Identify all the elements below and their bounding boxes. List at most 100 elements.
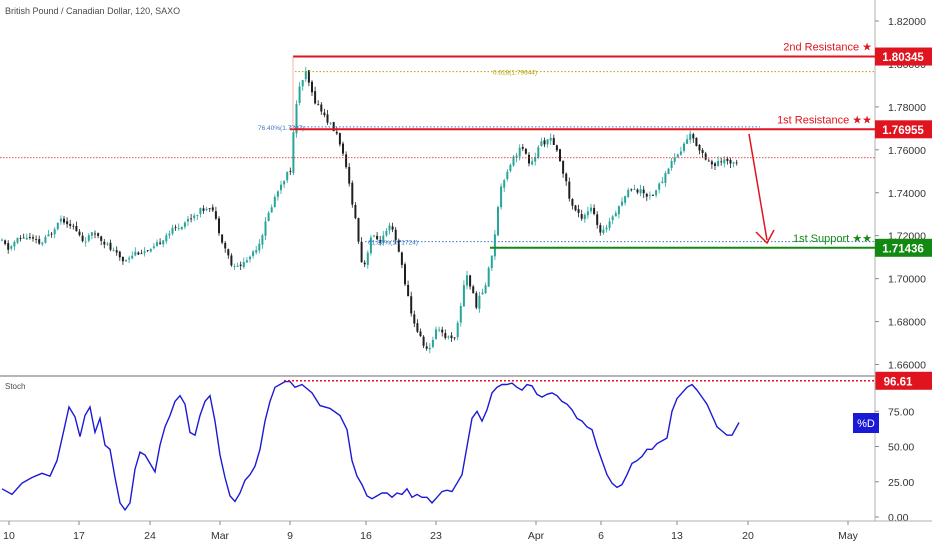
price-candle xyxy=(338,132,341,147)
price-candle xyxy=(233,263,236,270)
candle-body xyxy=(75,226,78,232)
price-candle xyxy=(658,182,661,194)
stochastic-tick-label: 50.00 xyxy=(888,442,914,454)
candle-body xyxy=(565,173,568,182)
stochastic-axis[interactable]: 75.00 50.00 25.00 0.00 xyxy=(875,406,914,524)
candle-body xyxy=(568,181,571,199)
candle-body xyxy=(645,193,648,197)
candle-body xyxy=(382,235,385,243)
time-tick-label: 23 xyxy=(430,530,442,542)
candle-body xyxy=(301,80,304,87)
support-level-label: 1st Support ★★ xyxy=(793,233,872,245)
candle-body xyxy=(366,252,369,265)
price-candle xyxy=(109,239,112,252)
candle-body xyxy=(456,322,459,338)
price-candle xyxy=(283,179,286,189)
time-axis[interactable]: 10 17 24 Mar 9 16 23 Apr 6 13 20 May xyxy=(3,521,859,542)
candle-body xyxy=(369,237,372,254)
price-candle xyxy=(159,238,162,245)
price-pane[interactable] xyxy=(0,0,875,376)
price-candle xyxy=(298,82,301,106)
candle-body xyxy=(162,240,165,245)
price-candle xyxy=(394,227,397,244)
candle-body xyxy=(280,184,282,191)
price-candle xyxy=(462,280,465,307)
price-candle xyxy=(304,67,307,82)
price-candle xyxy=(710,159,713,169)
candle-body xyxy=(729,159,732,164)
stochastic-pane[interactable]: 96.61 xyxy=(1,371,932,512)
price-candle xyxy=(366,250,369,269)
candle-body xyxy=(723,159,726,164)
candle-body xyxy=(180,226,183,230)
price-candle xyxy=(168,230,171,239)
candle-body xyxy=(605,227,608,230)
price-candle xyxy=(512,155,515,167)
price-candle xyxy=(425,342,428,351)
percent-d-badge xyxy=(853,413,879,433)
time-tick-label: 10 xyxy=(3,530,15,542)
price-candle xyxy=(497,205,499,236)
level-annotations: 0.618(1.79644) 76.40%(1.7707) 61.80%(1.717… xyxy=(258,42,932,257)
price-candle xyxy=(571,198,574,210)
price-candle xyxy=(84,237,87,247)
price-candle xyxy=(692,132,695,143)
price-candle xyxy=(388,222,391,235)
price-candle xyxy=(552,134,555,146)
candle-body xyxy=(128,258,131,260)
candle-body xyxy=(56,222,59,230)
candle-body xyxy=(342,143,344,154)
candle-body xyxy=(252,251,255,256)
time-tick-label: 20 xyxy=(742,530,754,542)
time-tick-label: 16 xyxy=(360,530,372,542)
candle-body xyxy=(292,132,295,173)
price-candle xyxy=(590,203,592,214)
candle-body xyxy=(134,251,137,256)
price-candle xyxy=(345,151,348,169)
price-candle xyxy=(493,229,496,261)
candle-body xyxy=(673,157,676,162)
candle-body xyxy=(335,131,338,134)
candle-body xyxy=(596,214,599,225)
candle-body xyxy=(230,255,233,266)
price-candle xyxy=(44,234,47,244)
price-candle xyxy=(187,215,189,226)
price-candle xyxy=(407,280,410,297)
price-candle xyxy=(214,206,217,221)
candle-body xyxy=(394,229,397,241)
price-candle xyxy=(447,335,450,340)
price-candle xyxy=(683,141,685,153)
candle-body xyxy=(667,168,670,175)
time-tick-label: Mar xyxy=(211,530,230,542)
resistance-level-label: 2nd Resistance ★ xyxy=(783,42,872,54)
candle-body xyxy=(208,208,211,209)
price-candle xyxy=(490,255,493,272)
candle-body xyxy=(683,143,685,151)
price-candle xyxy=(614,210,617,217)
price-candle xyxy=(165,232,168,244)
candle-body xyxy=(611,216,614,221)
price-candle xyxy=(735,159,738,166)
price-candle xyxy=(652,194,654,196)
price-candle xyxy=(242,257,245,269)
candle-body xyxy=(407,284,410,297)
candle-body xyxy=(413,314,416,324)
candle-body xyxy=(695,137,698,147)
price-candle xyxy=(382,231,385,246)
candle-body xyxy=(245,260,248,263)
candle-body xyxy=(156,242,158,246)
candle-body xyxy=(717,160,720,166)
price-candle xyxy=(506,169,509,182)
candle-body xyxy=(348,166,351,184)
price-candle xyxy=(531,157,534,166)
price-axis[interactable]: 1.820001.800001.780001.760001.740001.720… xyxy=(875,16,926,372)
price-candle xyxy=(59,215,62,225)
fib-level-label: 61.80%(1.71724) xyxy=(368,240,418,247)
candle-body xyxy=(726,158,729,161)
price-candle xyxy=(41,241,44,247)
price-candle xyxy=(655,189,658,198)
candle-body xyxy=(211,207,214,211)
candle-body xyxy=(109,242,112,250)
